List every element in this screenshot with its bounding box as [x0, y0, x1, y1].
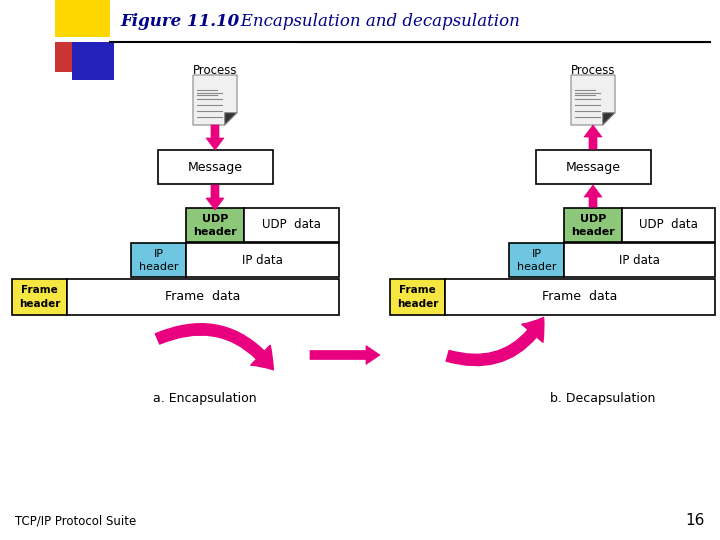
- Bar: [536, 150, 650, 184]
- Text: Process: Process: [193, 64, 238, 77]
- Polygon shape: [584, 185, 602, 207]
- Text: UDP: UDP: [580, 214, 606, 224]
- Bar: [12, 279, 67, 315]
- Text: Figure 11.10: Figure 11.10: [120, 14, 239, 30]
- FancyArrowPatch shape: [446, 318, 544, 366]
- Text: IP: IP: [531, 249, 541, 259]
- Text: IP data: IP data: [619, 253, 660, 267]
- Bar: [622, 208, 715, 242]
- Bar: [158, 150, 272, 184]
- Text: Message: Message: [565, 160, 621, 173]
- Polygon shape: [225, 113, 237, 125]
- Text: header: header: [571, 227, 615, 237]
- Polygon shape: [310, 346, 380, 365]
- Bar: [244, 208, 339, 242]
- Text: Frame  data: Frame data: [166, 291, 240, 303]
- Text: header: header: [397, 299, 438, 309]
- Polygon shape: [571, 75, 615, 125]
- Text: a. Encapsulation: a. Encapsulation: [153, 392, 257, 405]
- Bar: [564, 208, 622, 242]
- Text: header: header: [517, 262, 557, 272]
- Polygon shape: [206, 185, 224, 210]
- FancyArrowPatch shape: [156, 323, 274, 370]
- Bar: [564, 243, 715, 277]
- Text: IP data: IP data: [242, 253, 283, 267]
- Bar: [186, 243, 339, 277]
- Text: TCP/IP Protocol Suite: TCP/IP Protocol Suite: [15, 515, 136, 528]
- Text: header: header: [19, 299, 60, 309]
- Text: Frame: Frame: [399, 285, 436, 295]
- Text: Frame: Frame: [21, 285, 58, 295]
- Text: UDP: UDP: [202, 214, 228, 224]
- Bar: [55, 42, 95, 72]
- Bar: [131, 243, 186, 277]
- Text: Frame  data: Frame data: [542, 291, 618, 303]
- Text: UDP  data: UDP data: [262, 219, 321, 232]
- Text: Encapsulation and decapsulation: Encapsulation and decapsulation: [225, 14, 520, 30]
- Bar: [72, 42, 114, 80]
- Bar: [509, 243, 564, 277]
- Polygon shape: [584, 125, 602, 149]
- Text: header: header: [139, 262, 179, 272]
- Bar: [67, 279, 339, 315]
- Polygon shape: [193, 75, 237, 125]
- Text: header: header: [193, 227, 237, 237]
- Polygon shape: [206, 125, 224, 150]
- Text: b. Decapsulation: b. Decapsulation: [550, 392, 656, 405]
- Text: IP: IP: [153, 249, 163, 259]
- Text: Process: Process: [571, 64, 616, 77]
- Bar: [186, 208, 244, 242]
- Text: UDP  data: UDP data: [639, 219, 698, 232]
- Text: 16: 16: [685, 513, 705, 528]
- Bar: [445, 279, 715, 315]
- Text: Message: Message: [187, 160, 243, 173]
- Polygon shape: [603, 113, 615, 125]
- Bar: [390, 279, 445, 315]
- Bar: [55, 0, 110, 37]
